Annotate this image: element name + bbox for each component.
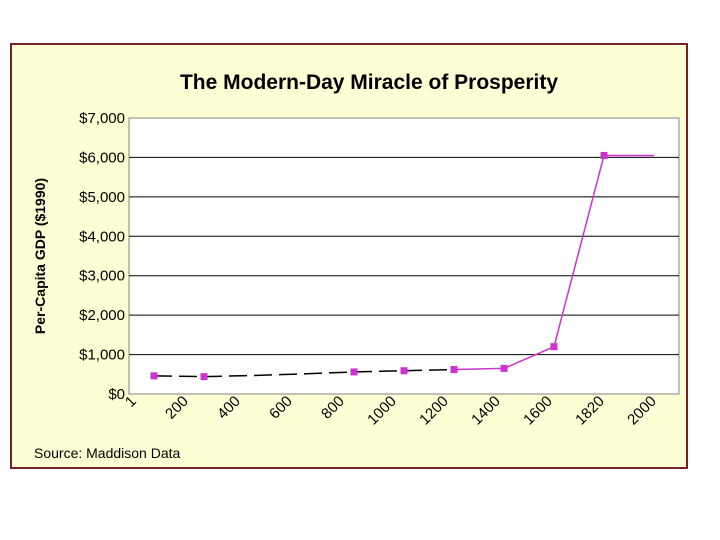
x-tick-label: 1820 <box>572 393 608 429</box>
x-tick-label: 1 <box>122 393 140 411</box>
x-tick-label: 600 <box>266 393 296 423</box>
series-segment <box>303 371 355 375</box>
y-tick-label: $0 <box>108 386 125 403</box>
data-point-marker <box>450 366 458 374</box>
data-point-marker <box>150 372 158 380</box>
plot-area <box>128 117 680 395</box>
y-tick-label: $2,000 <box>79 307 125 324</box>
y-tick-label: $3,000 <box>79 268 125 285</box>
chart: The Modern-Day Miracle of Prosperity $0$… <box>32 71 680 461</box>
gridlines <box>129 156 679 356</box>
x-tick-label: 1200 <box>416 393 452 429</box>
data-point-marker <box>500 364 508 372</box>
x-tick-label: 1400 <box>468 393 504 429</box>
data-point-marker <box>600 151 608 159</box>
y-axis-label: Per-Capita GDP ($1990) <box>32 178 48 334</box>
x-tick-label: 1000 <box>364 393 400 429</box>
series-segment <box>353 369 405 373</box>
x-tick-label: 800 <box>318 393 348 423</box>
x-tick-label: 1600 <box>520 393 556 429</box>
x-axis-ticks: 1 200 400 600 800 1000 1200 1400 1600 1820 2000 <box>122 393 660 429</box>
data-point-marker <box>400 367 408 375</box>
data-point-marker <box>350 368 358 376</box>
series-segment <box>203 374 255 378</box>
series-segment <box>253 373 305 377</box>
series-segment <box>453 367 505 371</box>
y-tick-label: $7,000 <box>79 110 125 127</box>
series-segment <box>403 368 455 372</box>
x-tick-label: 2000 <box>624 393 660 429</box>
chart-frame: The Modern-Day Miracle of Prosperity $0 $… <box>10 43 688 469</box>
y-tick-label: $4,000 <box>79 228 125 245</box>
y-tick-label: $1,000 <box>79 347 125 364</box>
series-segment <box>553 155 605 347</box>
series-segment <box>153 375 205 378</box>
y-tick-label: $5,000 <box>79 189 125 206</box>
data-point-marker <box>200 373 208 381</box>
source-note: Source: Maddison Data <box>34 445 181 461</box>
x-tick-label: 200 <box>162 393 192 423</box>
y-tick-label: $6,000 <box>79 149 125 166</box>
y-axis-ticks: $0 $1,000 $2,000 $3,000 $4,000 $5,000 $6,000 $7… <box>79 110 125 403</box>
x-tick-label: 400 <box>214 393 244 423</box>
data-series <box>150 151 654 381</box>
chart-title: The Modern-Day Miracle of Prosperity <box>180 71 558 94</box>
series-segment <box>503 345 555 370</box>
data-point-marker <box>550 343 558 351</box>
